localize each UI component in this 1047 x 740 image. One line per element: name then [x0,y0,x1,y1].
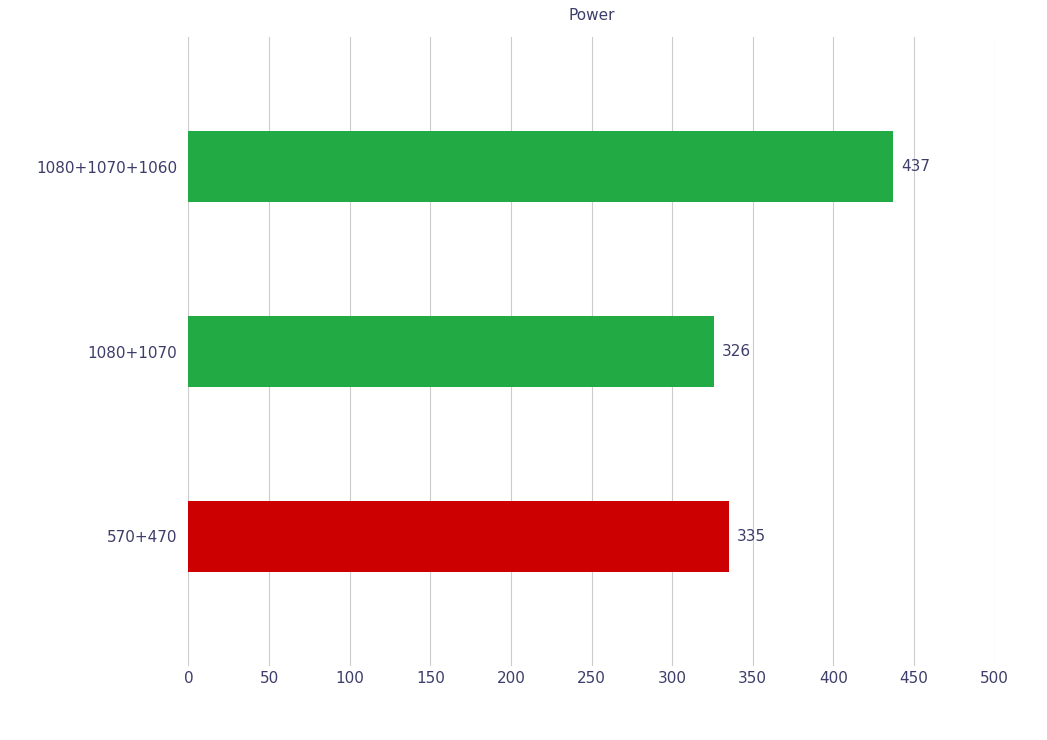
Text: 326: 326 [722,344,752,359]
Text: 335: 335 [737,529,765,544]
Text: 437: 437 [901,159,930,174]
Title: Power: Power [569,8,615,24]
Bar [188,502,729,571]
Bar [188,132,893,202]
Bar [188,317,714,387]
